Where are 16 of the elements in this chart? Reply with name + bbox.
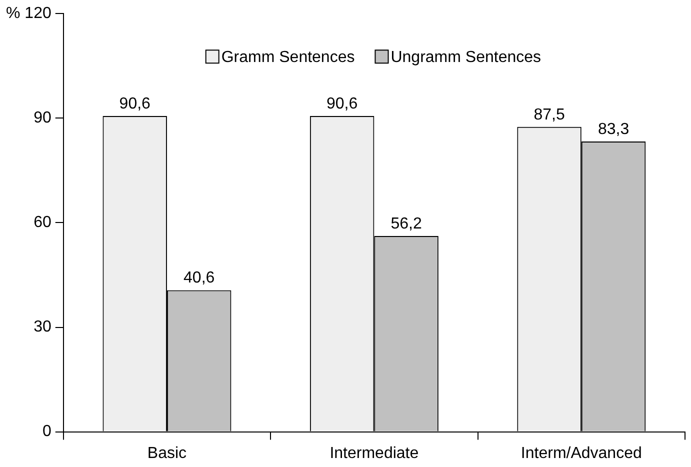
y-tick-label: % 120 [6,5,52,22]
data-label: 90,6 [326,95,358,112]
y-tick-label: 90 [34,110,52,127]
y-tick-label: 0 [42,423,52,440]
legend-label: Gramm Sentences [221,49,355,66]
y-tick-label: 30 [34,318,52,336]
data-label: 56,2 [390,215,422,232]
legend-label: Ungramm Sentences [390,49,542,66]
x-tick-label: Interm/Advanced [520,444,642,462]
y-tick-label: 60 [34,214,52,232]
data-label: 90,6 [119,95,151,112]
data-label: 83,3 [598,120,630,138]
data-label: 87,5 [534,106,565,124]
data-label: 40,6 [184,270,215,287]
x-tick-label: Intermediate [330,444,419,462]
x-tick-label: Basic [147,444,187,462]
